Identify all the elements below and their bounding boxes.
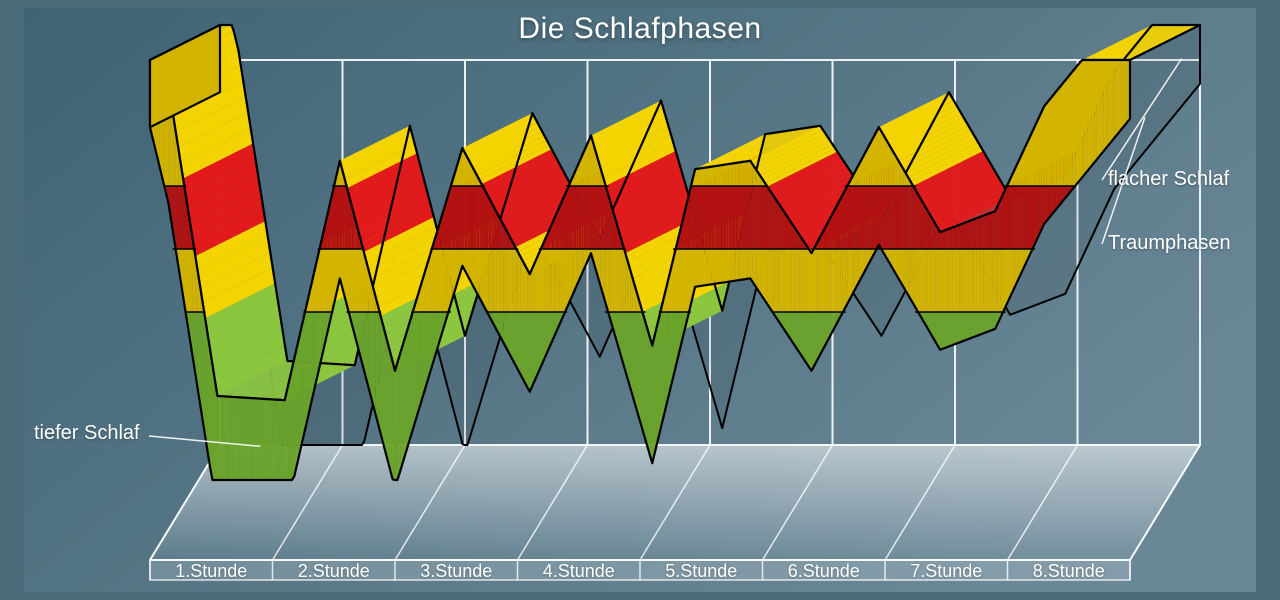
label-deep-sleep: tiefer Schlaf bbox=[34, 422, 140, 445]
x-axis-label: 6.Stunde bbox=[763, 561, 886, 582]
x-axis-label: 8.Stunde bbox=[1008, 561, 1131, 582]
sleep-phases-chart: Die Schlafphasen tiefer Schlaf Traumphas… bbox=[0, 0, 1280, 600]
x-axis-label: 4.Stunde bbox=[518, 561, 641, 582]
x-axis: 1.Stunde2.Stunde3.Stunde4.Stunde5.Stunde… bbox=[150, 561, 1130, 582]
label-light-sleep: flacher Schlaf bbox=[1108, 168, 1229, 191]
x-axis-label: 2.Stunde bbox=[273, 561, 396, 582]
x-axis-label: 5.Stunde bbox=[640, 561, 763, 582]
x-axis-label: 1.Stunde bbox=[150, 561, 273, 582]
label-dream-phase: Traumphasen bbox=[1108, 232, 1231, 255]
x-axis-label: 7.Stunde bbox=[885, 561, 1008, 582]
x-axis-label: 3.Stunde bbox=[395, 561, 518, 582]
chart-svg bbox=[0, 0, 1280, 600]
chart-title: Die Schlafphasen bbox=[0, 12, 1280, 46]
